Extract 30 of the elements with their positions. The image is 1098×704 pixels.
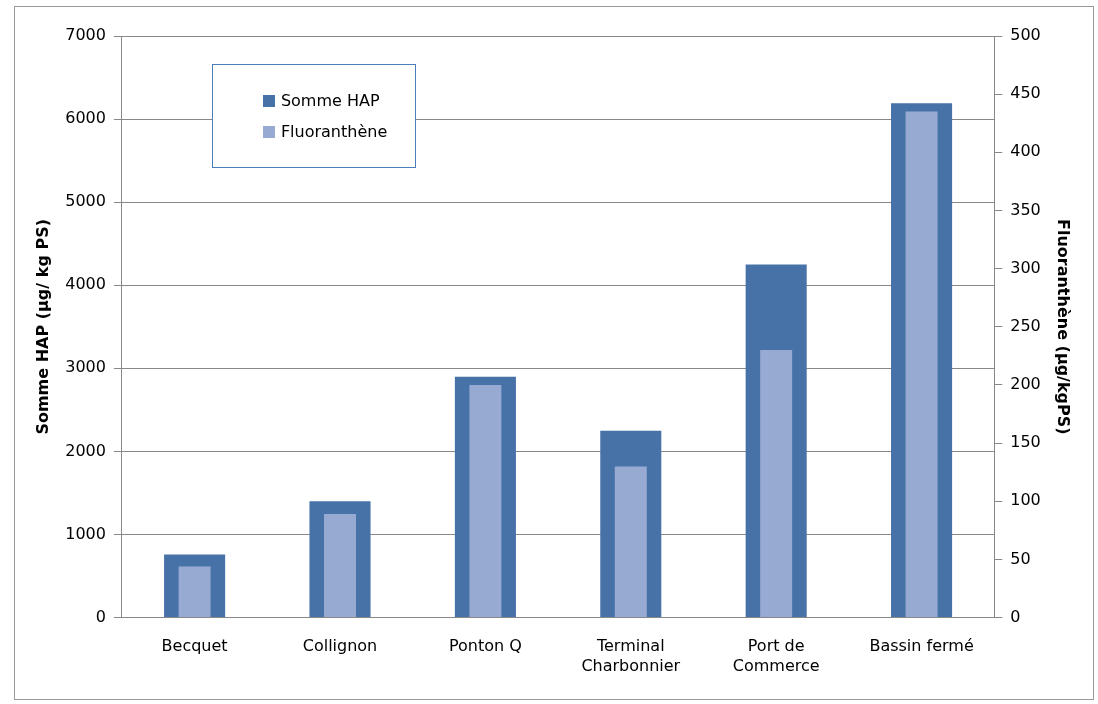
y-tick-label: 5000 — [65, 191, 106, 211]
y2-tick-label: 200 — [1010, 374, 1041, 394]
x-tick-label: Ponton Q — [448, 636, 522, 656]
y-tick-label: 6000 — [65, 108, 106, 128]
y2-tick-label: 450 — [1010, 83, 1041, 103]
x-tick-label: Terminal Charbonnier — [581, 636, 681, 675]
y-tick-label: 1000 — [65, 523, 106, 543]
y2-tick-label: 50 — [1010, 548, 1031, 568]
x-tick-label: Bassin fermé — [869, 636, 974, 656]
y-tick-label: 7000 — [65, 25, 106, 45]
y2-axis-title: Fluoranthène (µg/kgPS) — [1054, 218, 1074, 435]
legend-label: Fluoranthène — [280, 122, 388, 141]
y2-tick-label: 100 — [1010, 490, 1041, 510]
y2-tick-label: 350 — [1010, 199, 1041, 219]
y2-tick-label: 0 — [1010, 606, 1021, 626]
y-axis-title: Somme HAP (µg/ kg PS) — [32, 219, 52, 435]
y2-tick-label: 150 — [1010, 432, 1041, 452]
y-tick-label: 2000 — [65, 440, 106, 460]
y-tick-label: 4000 — [65, 274, 106, 294]
bar — [760, 350, 793, 618]
y-tick-label: 0 — [95, 606, 106, 626]
legend-label: Somme HAP — [280, 91, 380, 110]
y2-tick-label: 250 — [1010, 315, 1041, 335]
y2-tick-label: 300 — [1010, 257, 1041, 277]
x-tick-label: Becquet — [161, 636, 228, 656]
x-tick-label: Port de Commerce — [732, 636, 820, 675]
x-tick-label: Collignon — [302, 636, 378, 656]
y2-tick-label: 500 — [1010, 25, 1041, 45]
y2-tick-label: 400 — [1010, 141, 1041, 161]
y-tick-label: 3000 — [65, 357, 106, 377]
